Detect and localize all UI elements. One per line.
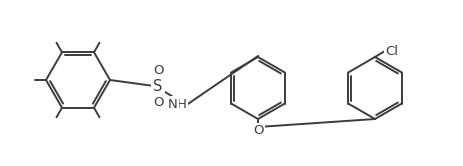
Text: O: O (153, 64, 163, 77)
Text: Cl: Cl (386, 44, 399, 57)
Text: O: O (253, 124, 263, 137)
Text: S: S (153, 79, 163, 93)
Text: H: H (177, 97, 187, 111)
Text: N: N (168, 97, 178, 111)
Text: O: O (153, 95, 163, 109)
